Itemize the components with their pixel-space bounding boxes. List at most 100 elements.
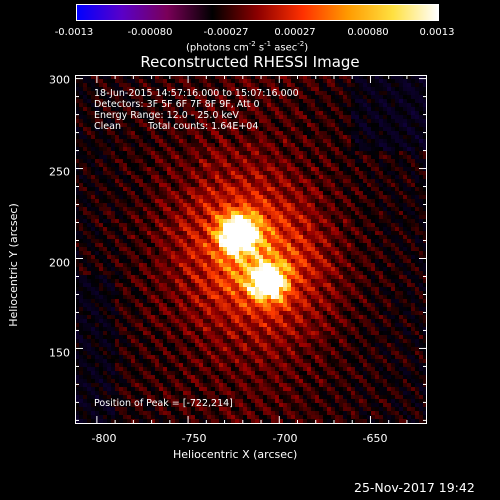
heatmap-cell: [107, 207, 111, 211]
heatmap-cell: [123, 95, 127, 99]
heatmap-cell: [371, 151, 375, 155]
heatmap-cell: [331, 79, 335, 83]
heatmap-cell: [315, 259, 319, 263]
heatmap-cell: [267, 219, 271, 223]
heatmap-cell: [407, 167, 411, 171]
heatmap-cell: [143, 95, 147, 99]
heatmap-cell: [139, 107, 143, 111]
heatmap-cell: [79, 135, 83, 139]
heatmap-cell: [215, 91, 219, 95]
heatmap-cell: [103, 211, 107, 215]
heatmap-cell: [155, 275, 159, 279]
heatmap-cell: [279, 267, 283, 271]
heatmap-cell: [123, 287, 127, 291]
heatmap-cell: [359, 155, 363, 159]
heatmap-cell: [399, 203, 403, 207]
heatmap-cell: [207, 271, 211, 275]
heatmap-cell: [219, 291, 223, 295]
heatmap-cell: [191, 91, 195, 95]
heatmap-cell: [235, 287, 239, 291]
heatmap-cell: [123, 179, 127, 183]
heatmap-cell: [151, 191, 155, 195]
heatmap-cell: [367, 207, 371, 211]
heatmap-cell: [147, 271, 151, 275]
heatmap-cell: [131, 291, 135, 295]
heatmap-cell: [115, 179, 119, 183]
heatmap-cell: [175, 179, 179, 183]
heatmap-cell: [307, 195, 311, 199]
heatmap-cell: [99, 267, 103, 271]
heatmap-cell: [203, 267, 207, 271]
heatmap-cell: [307, 283, 311, 287]
heatmap-cell: [95, 223, 99, 227]
heatmap-cell: [415, 219, 419, 223]
heatmap-cell: [215, 151, 219, 155]
heatmap-cell: [343, 111, 347, 115]
heatmap-cell: [83, 191, 87, 195]
heatmap-cell: [175, 295, 179, 299]
heatmap-cell: [143, 255, 147, 259]
heatmap-cell: [383, 227, 387, 231]
heatmap-cell: [235, 167, 239, 171]
heatmap-cell: [367, 95, 371, 99]
heatmap-cell: [131, 267, 135, 271]
heatmap-cell: [115, 139, 119, 143]
heatmap-cell: [255, 295, 259, 299]
heatmap-cell: [187, 243, 191, 247]
heatmap-cell: [351, 167, 355, 171]
heatmap-cell: [263, 183, 267, 187]
heatmap-cell: [155, 75, 159, 79]
heatmap-cell: [111, 115, 115, 119]
heatmap-cell: [419, 247, 423, 251]
heatmap-cell: [303, 255, 307, 259]
heatmap-cell: [355, 291, 359, 295]
heatmap-cell: [175, 203, 179, 207]
heatmap-cell: [171, 147, 175, 151]
heatmap-cell: [283, 91, 287, 95]
heatmap-cell: [303, 143, 307, 147]
heatmap-cell: [139, 219, 143, 223]
heatmap-cell: [335, 271, 339, 275]
heatmap-cell: [323, 159, 327, 163]
heatmap-cell: [87, 151, 91, 155]
heatmap-cell: [347, 135, 351, 139]
heatmap-cell: [179, 143, 183, 147]
heatmap-cell: [291, 99, 295, 103]
heatmap-cell: [171, 219, 175, 223]
heatmap-cell: [271, 247, 275, 251]
heatmap-cell: [91, 75, 95, 79]
heatmap-cell: [399, 239, 403, 243]
heatmap-cell: [403, 91, 407, 95]
heatmap-cell: [311, 251, 315, 255]
heatmap-cell: [119, 219, 123, 223]
heatmap-cell: [327, 295, 331, 299]
heatmap-cell: [351, 123, 355, 127]
heatmap-cell: [79, 155, 83, 159]
heatmap-cell: [399, 279, 403, 283]
heatmap-cell: [327, 99, 331, 103]
heatmap-cell: [211, 135, 215, 139]
heatmap-cell: [187, 115, 191, 119]
heatmap-cell: [95, 83, 99, 87]
heatmap-cell: [391, 163, 395, 167]
heatmap-cell: [235, 147, 239, 151]
heatmap-cell: [315, 123, 319, 127]
heatmap-cell: [91, 219, 95, 223]
heatmap-cell: [243, 215, 247, 219]
heatmap-cell: [335, 203, 339, 207]
heatmap-cell: [155, 167, 159, 171]
heatmap-cell: [107, 287, 111, 291]
heatmap-cell: [215, 291, 219, 295]
heatmap-cell: [379, 103, 383, 107]
heatmap-cell: [95, 131, 99, 135]
heatmap-cell: [367, 247, 371, 251]
heatmap-cell: [291, 167, 295, 171]
heatmap-cell: [203, 203, 207, 207]
heatmap-cell: [383, 243, 387, 247]
heatmap-cell: [419, 139, 423, 143]
heatmap-cell: [175, 103, 179, 107]
heatmap-cell: [331, 219, 335, 223]
heatmap-cell: [407, 107, 411, 111]
heatmap-cell: [311, 139, 315, 143]
heatmap-cell: [303, 111, 307, 115]
